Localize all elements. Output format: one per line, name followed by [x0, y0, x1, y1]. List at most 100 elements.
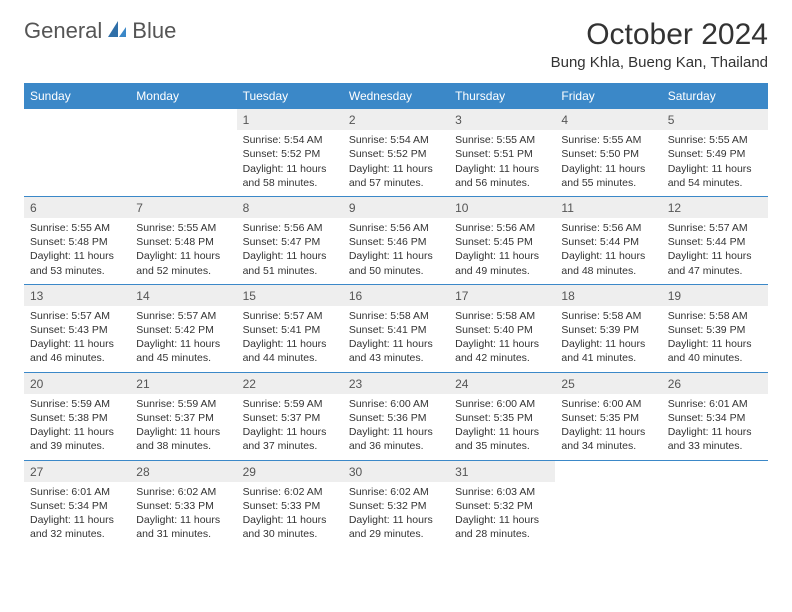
calendar-day-cell: 2Sunrise: 5:54 AMSunset: 5:52 PMDaylight…: [343, 109, 449, 197]
sunset-line: Sunset: 5:39 PM: [561, 323, 655, 337]
sunrise-line: Sunrise: 6:03 AM: [455, 485, 549, 499]
sunrise-line: Sunrise: 5:55 AM: [561, 133, 655, 147]
sunset-line: Sunset: 5:37 PM: [243, 411, 337, 425]
daylight-line-2: and 51 minutes.: [243, 264, 337, 278]
calendar-day-cell: [130, 109, 236, 197]
sunrise-line: Sunrise: 5:56 AM: [349, 221, 443, 235]
sunset-line: Sunset: 5:33 PM: [136, 499, 230, 513]
daylight-line-1: Daylight: 11 hours: [30, 337, 124, 351]
sunrise-line: Sunrise: 6:02 AM: [136, 485, 230, 499]
daylight-line-2: and 39 minutes.: [30, 439, 124, 453]
day-number: 11: [555, 197, 661, 218]
day-number: 5: [662, 109, 768, 130]
sunset-line: Sunset: 5:40 PM: [455, 323, 549, 337]
sunrise-line: Sunrise: 6:02 AM: [243, 485, 337, 499]
sunrise-line: Sunrise: 5:54 AM: [243, 133, 337, 147]
calendar-day-cell: 7Sunrise: 5:55 AMSunset: 5:48 PMDaylight…: [130, 196, 236, 284]
weekday-header: Monday: [130, 84, 236, 109]
daylight-line-2: and 43 minutes.: [349, 351, 443, 365]
daylight-line-1: Daylight: 11 hours: [136, 249, 230, 263]
daylight-line-1: Daylight: 11 hours: [136, 337, 230, 351]
calendar-day-cell: 6Sunrise: 5:55 AMSunset: 5:48 PMDaylight…: [24, 196, 130, 284]
daylight-line-2: and 38 minutes.: [136, 439, 230, 453]
calendar-day-cell: 17Sunrise: 5:58 AMSunset: 5:40 PMDayligh…: [449, 284, 555, 372]
calendar-day-cell: 31Sunrise: 6:03 AMSunset: 5:32 PMDayligh…: [449, 460, 555, 547]
sunrise-line: Sunrise: 5:56 AM: [561, 221, 655, 235]
daylight-line-1: Daylight: 11 hours: [243, 425, 337, 439]
sunset-line: Sunset: 5:35 PM: [561, 411, 655, 425]
daylight-line-1: Daylight: 11 hours: [455, 513, 549, 527]
calendar-body: 1Sunrise: 5:54 AMSunset: 5:52 PMDaylight…: [24, 109, 768, 548]
sunset-line: Sunset: 5:34 PM: [30, 499, 124, 513]
daylight-line-1: Daylight: 11 hours: [136, 513, 230, 527]
calendar-day-cell: 5Sunrise: 5:55 AMSunset: 5:49 PMDaylight…: [662, 109, 768, 197]
sunrise-line: Sunrise: 5:57 AM: [136, 309, 230, 323]
day-number: 30: [343, 461, 449, 482]
daylight-line-1: Daylight: 11 hours: [455, 425, 549, 439]
weekday-header: Friday: [555, 84, 661, 109]
sunset-line: Sunset: 5:47 PM: [243, 235, 337, 249]
sunrise-line: Sunrise: 5:59 AM: [30, 397, 124, 411]
header: General Blue October 2024 Bung Khla, Bue…: [24, 18, 768, 71]
calendar-day-cell: 10Sunrise: 5:56 AMSunset: 5:45 PMDayligh…: [449, 196, 555, 284]
daylight-line-1: Daylight: 11 hours: [349, 337, 443, 351]
day-number: 2: [343, 109, 449, 130]
calendar-day-cell: [555, 460, 661, 547]
day-number: 1: [237, 109, 343, 130]
sunrise-line: Sunrise: 5:57 AM: [243, 309, 337, 323]
calendar-day-cell: 13Sunrise: 5:57 AMSunset: 5:43 PMDayligh…: [24, 284, 130, 372]
sunrise-line: Sunrise: 6:01 AM: [30, 485, 124, 499]
sunset-line: Sunset: 5:43 PM: [30, 323, 124, 337]
daylight-line-2: and 29 minutes.: [349, 527, 443, 541]
sunrise-line: Sunrise: 5:56 AM: [455, 221, 549, 235]
day-number: 12: [662, 197, 768, 218]
sunset-line: Sunset: 5:39 PM: [668, 323, 762, 337]
calendar-day-cell: [24, 109, 130, 197]
calendar-week-row: 6Sunrise: 5:55 AMSunset: 5:48 PMDaylight…: [24, 196, 768, 284]
logo-text-blue: Blue: [132, 18, 176, 44]
sunrise-line: Sunrise: 5:54 AM: [349, 133, 443, 147]
daylight-line-2: and 40 minutes.: [668, 351, 762, 365]
daylight-line-1: Daylight: 11 hours: [243, 162, 337, 176]
calendar-day-cell: 21Sunrise: 5:59 AMSunset: 5:37 PMDayligh…: [130, 372, 236, 460]
sunset-line: Sunset: 5:37 PM: [136, 411, 230, 425]
calendar-week-row: 20 Sunrise: 5:59 AMSunset: 5:38 PM Dayligh…: [24, 372, 768, 460]
sunset-line: Sunset: 5:38 PM: [30, 411, 124, 425]
sunset-line: Sunset: 5:44 PM: [668, 235, 762, 249]
calendar-day-cell: 14Sunrise: 5:57 AMSunset: 5:42 PMDayligh…: [130, 284, 236, 372]
daylight-line-2: and 33 minutes.: [668, 439, 762, 453]
weekday-header: Saturday: [662, 84, 768, 109]
sunrise-line: Sunrise: 5:58 AM: [455, 309, 549, 323]
logo: General Blue: [24, 18, 176, 44]
day-number: 4: [555, 109, 661, 130]
day-number: 20: [24, 373, 130, 394]
daylight-line-2: and 57 minutes.: [349, 176, 443, 190]
daylight-line-2: and 49 minutes.: [455, 264, 549, 278]
sunrise-line: Sunrise: 5:58 AM: [668, 309, 762, 323]
sunrise-line: Sunrise: 5:58 AM: [349, 309, 443, 323]
calendar-day-cell: 19Sunrise: 5:58 AMSunset: 5:39 PMDayligh…: [662, 284, 768, 372]
weekday-header: Thursday: [449, 84, 555, 109]
sunrise-line: Sunrise: 5:55 AM: [30, 221, 124, 235]
sunrise-line: Sunrise: 5:55 AM: [136, 221, 230, 235]
sunset-line: Sunset: 5:49 PM: [668, 147, 762, 161]
daylight-line-2: and 42 minutes.: [455, 351, 549, 365]
daylight-line-1: Daylight: 11 hours: [349, 425, 443, 439]
location-label: Bung Khla, Bueng Kan, Thailand: [551, 54, 768, 71]
calendar-day-cell: 1 Sunrise: 5:54 AMSunset: 5:52 PMDaylight…: [237, 109, 343, 197]
daylight-line-1: Daylight: 11 hours: [349, 249, 443, 263]
sunset-line: Sunset: 5:52 PM: [243, 147, 337, 161]
sunset-line: Sunset: 5:52 PM: [349, 147, 443, 161]
day-number: 8: [237, 197, 343, 218]
day-number: 22: [237, 373, 343, 394]
daylight-line-2: and 41 minutes.: [561, 351, 655, 365]
calendar-day-cell: 12Sunrise: 5:57 AMSunset: 5:44 PMDayligh…: [662, 196, 768, 284]
day-number: 16: [343, 285, 449, 306]
calendar-day-cell: 22Sunrise: 5:59 AMSunset: 5:37 PMDayligh…: [237, 372, 343, 460]
calendar-day-cell: 25Sunrise: 6:00 AMSunset: 5:35 PMDayligh…: [555, 372, 661, 460]
day-number: 14: [130, 285, 236, 306]
daylight-line-2: and 35 minutes.: [455, 439, 549, 453]
daylight-line-1: Daylight: 11 hours: [243, 337, 337, 351]
daylight-line-1: Daylight: 11 hours: [561, 162, 655, 176]
calendar-day-cell: 4Sunrise: 5:55 AMSunset: 5:50 PMDaylight…: [555, 109, 661, 197]
